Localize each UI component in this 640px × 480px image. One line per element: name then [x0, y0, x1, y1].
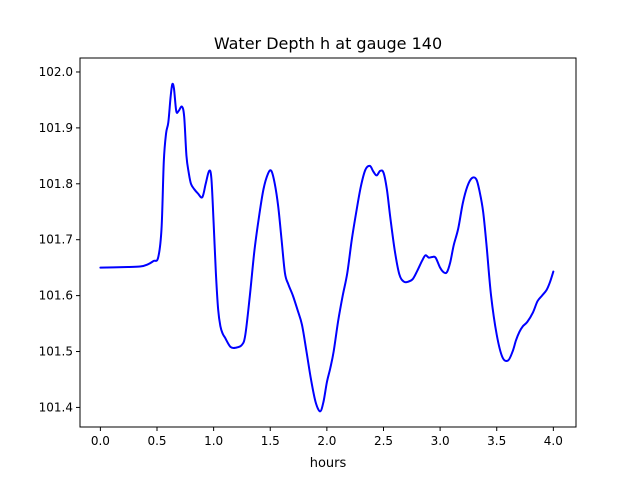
y-tick-label: 101.5: [39, 345, 73, 359]
x-tick-label: 4.0: [544, 434, 563, 448]
y-tick-label: 101.9: [39, 121, 73, 135]
y-tick-label: 101.6: [39, 289, 73, 303]
x-tick-label: 0.5: [147, 434, 166, 448]
x-tick-label: 1.5: [261, 434, 280, 448]
x-tick-label: 2.5: [374, 434, 393, 448]
chart-title: Water Depth h at gauge 140: [214, 34, 442, 53]
x-tick-label: 1.0: [204, 434, 223, 448]
x-tick-label: 3.0: [431, 434, 450, 448]
x-tick-label: 2.0: [317, 434, 336, 448]
y-tick-label: 101.4: [39, 400, 73, 414]
x-axis-label: hours: [310, 456, 347, 471]
x-tick-label: 0.0: [91, 434, 110, 448]
x-tick-label: 3.5: [487, 434, 506, 448]
line-chart: Water Depth h at gauge 140 0.0 0.5 1.0 1.5 2…: [0, 0, 640, 480]
y-tick-label: 102.0: [39, 65, 73, 79]
figure-background: [0, 0, 640, 480]
y-tick-label: 101.8: [39, 177, 73, 191]
y-tick-label: 101.7: [39, 233, 73, 247]
